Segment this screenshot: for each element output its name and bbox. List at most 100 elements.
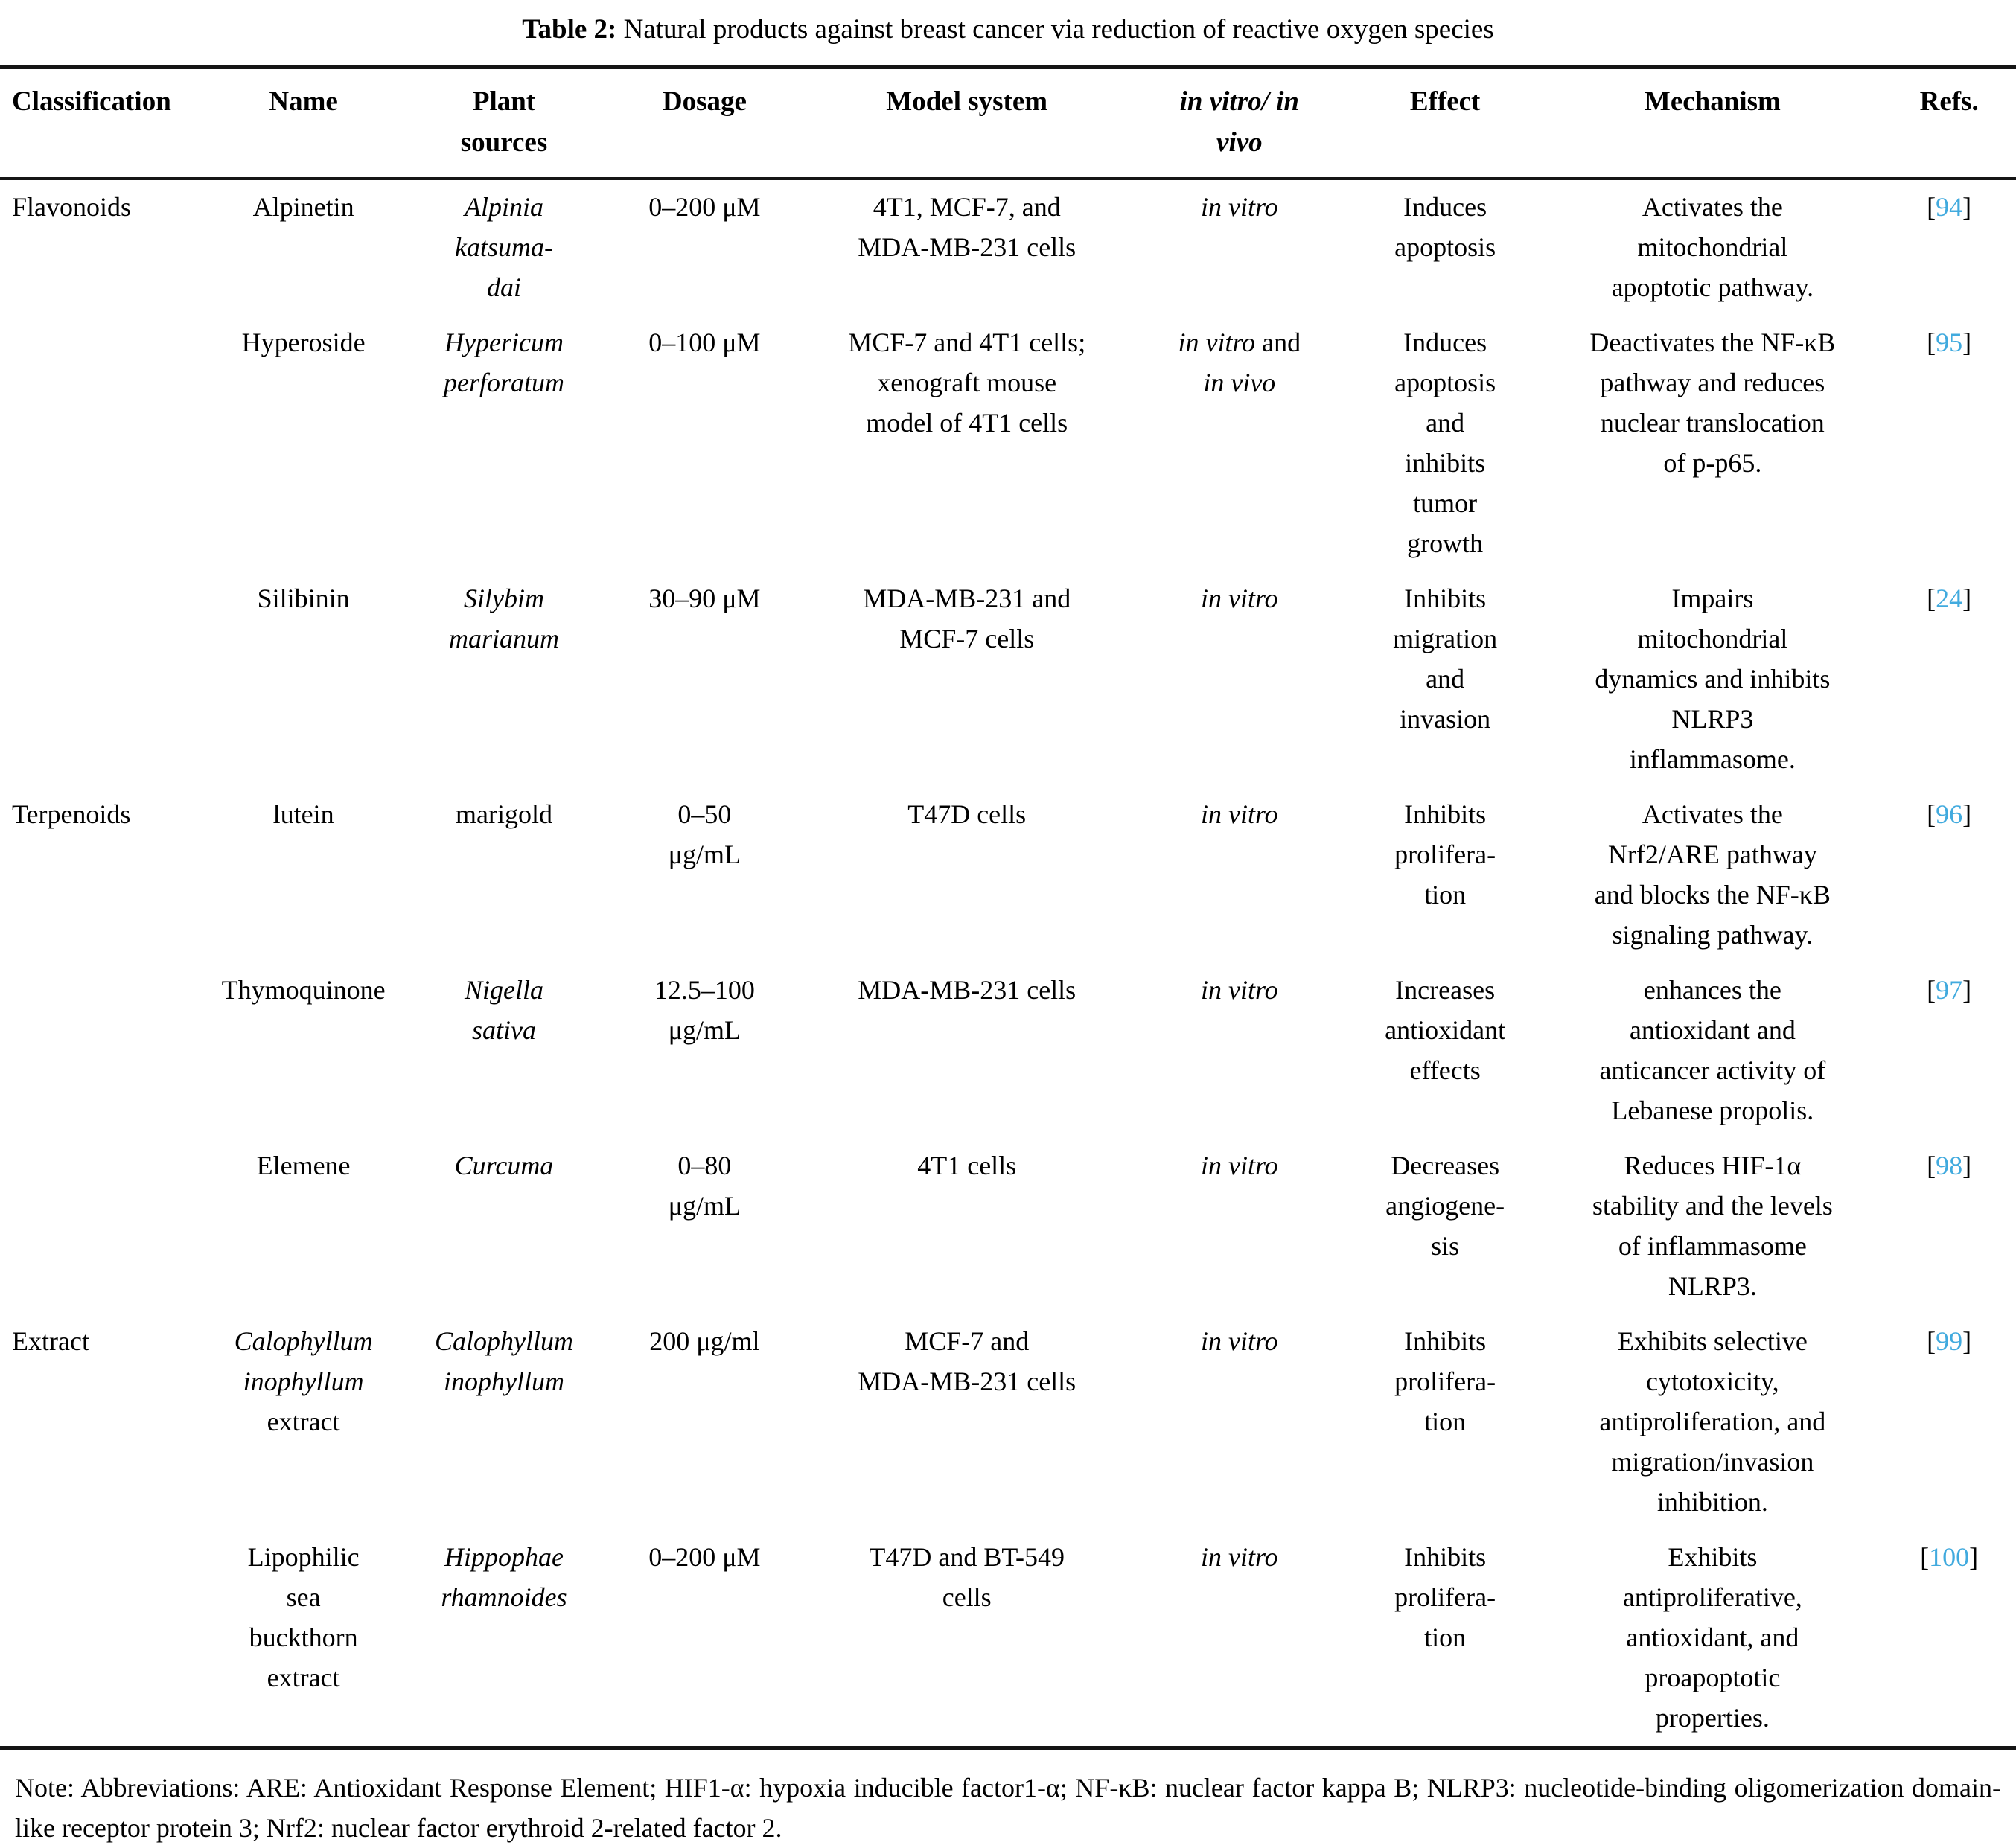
cell-in-vitro-vivo: in vitro	[1200, 974, 1278, 1005]
table-footnote: Note: Abbreviations: ARE: Antioxidant Re…	[15, 1772, 2001, 1843]
table-row: Terpenoids lutein marigold 0–50 μg/mL T4…	[0, 787, 2016, 963]
cell-model-system: MCF-7 and MDA-MB-231 cells	[858, 1326, 1076, 1396]
cell-model-system: MDA-MB-231 and MCF-7 cells	[863, 583, 1071, 653]
cell-classification	[0, 1139, 205, 1314]
cell-mechanism: Exhibits antiproliferative, antioxidant,…	[1622, 1541, 1802, 1733]
header-refs: Refs.	[1882, 67, 2016, 180]
ref-bracket: [	[1927, 1150, 1936, 1180]
cell-dosage: 0–80 μg/mL	[668, 1150, 741, 1221]
table-row: Extract Calophyllum inophyllum extract C…	[0, 1314, 2016, 1530]
cell-classification: Extract	[12, 1326, 89, 1356]
ref-bracket: [	[1927, 191, 1936, 222]
cell-dosage: 200 μg/ml	[649, 1326, 760, 1356]
ref-bracket: ]	[1969, 1541, 1979, 1572]
cell-mechanism: Activates the Nrf2/ARE pathway and block…	[1594, 799, 1831, 950]
cell-plant-sources: Hippophae rhamnoides	[441, 1541, 567, 1612]
header-row: Classification Name Plant sources Dosage…	[0, 67, 2016, 180]
caption-text: Natural products against breast cancer v…	[616, 14, 1494, 45]
ref-link[interactable]: 95	[1936, 327, 1963, 357]
cell-name: lutein	[272, 799, 334, 829]
cell-refs: [24]	[1882, 572, 2016, 787]
cell-classification	[0, 1530, 205, 1748]
ref-link[interactable]: 96	[1936, 799, 1963, 829]
cell-model-system: 4T1, MCF-7, and MDA-MB-231 cells	[858, 191, 1076, 262]
cell-plant-sources: Curcuma	[454, 1150, 554, 1180]
ref-bracket: [	[1927, 974, 1936, 1005]
cell-effect: Increases antioxidant effects	[1385, 974, 1506, 1085]
header-in-vitro-vivo: in vitro/ in vivo	[1131, 67, 1347, 180]
cell-dosage: 0–200 μM	[648, 1541, 761, 1572]
cell-dosage: 12.5–100 μg/mL	[654, 974, 755, 1045]
ref-bracket: ]	[1962, 327, 1972, 357]
ref-bracket: [	[1927, 327, 1936, 357]
cell-plant-sources: Alpinia katsuma- dai	[455, 191, 553, 302]
cell-dosage: 0–200 μM	[648, 191, 761, 222]
table-row: Elemene Curcuma 0–80 μg/mL 4T1 cells in …	[0, 1139, 2016, 1314]
cell-plant-sources: Nigella sativa	[464, 974, 543, 1045]
cell-effect: Inhibits migration and invasion	[1393, 583, 1498, 734]
cell-mechanism: Deactivates the NF-κB pathway and reduce…	[1589, 327, 1836, 478]
cell-plant-sources: marigold	[456, 799, 552, 829]
cell-name: Silibinin	[257, 583, 350, 613]
ref-bracket: ]	[1962, 1150, 1972, 1180]
ref-bracket: ]	[1962, 191, 1972, 222]
cell-dosage: 0–100 μM	[648, 327, 761, 357]
ref-link[interactable]: 94	[1936, 191, 1963, 222]
table-row: Lipophilic sea buckthorn extract Hippoph…	[0, 1530, 2016, 1748]
cell-effect: Induces apoptosis	[1394, 191, 1496, 262]
cell-name: Elemene	[256, 1150, 351, 1180]
header-name: Name	[205, 67, 401, 180]
cell-in-vitro-vivo: in vitro	[1200, 191, 1278, 222]
caption-label: Table 2:	[522, 14, 617, 45]
cell-model-system: T47D and BT-549 cells	[869, 1541, 1065, 1612]
cell-refs: [100]	[1882, 1530, 2016, 1748]
cell-mechanism: Exhibits selective cytotoxicity, antipro…	[1599, 1326, 1826, 1517]
cell-dosage: 0–50 μg/mL	[668, 799, 741, 869]
cell-in-vitro-vivo: in vitro	[1200, 799, 1278, 829]
cell-classification: Terpenoids	[12, 799, 131, 829]
cell-effect: Inhibits prolifera- tion	[1394, 1541, 1496, 1652]
cell-plant-sources: Silybim marianum	[448, 583, 559, 653]
ref-bracket: ]	[1962, 583, 1972, 613]
header-effect: Effect	[1347, 67, 1543, 180]
ref-bracket: [	[1920, 1541, 1930, 1572]
ref-bracket: ]	[1962, 974, 1972, 1005]
header-plant-sources: Plant sources	[401, 67, 607, 180]
cell-model-system: MCF-7 and 4T1 cells; xenograft mouse mod…	[848, 327, 1086, 438]
cell-name: Thymoquinone	[221, 974, 386, 1005]
cell-refs: [96]	[1882, 787, 2016, 963]
cell-in-vitro-vivo: in vitro	[1200, 583, 1278, 613]
table-caption: Table 2: Natural products against breast…	[0, 0, 2016, 65]
cell-plant-sources: Hypericum perforatum	[443, 327, 564, 397]
cell-classification	[0, 316, 205, 572]
ref-link[interactable]: 99	[1936, 1326, 1963, 1356]
cell-refs: [95]	[1882, 316, 2016, 572]
cell-name: Hyperoside	[241, 327, 366, 357]
header-dosage: Dosage	[607, 67, 803, 180]
cell-name: Calophyllum inophyllum extract	[205, 1314, 401, 1530]
cell-classification: Flavonoids	[12, 191, 132, 222]
table-row: Silibinin Silybim marianum 30–90 μM MDA-…	[0, 572, 2016, 787]
ref-link[interactable]: 97	[1936, 974, 1963, 1005]
ref-link[interactable]: 98	[1936, 1150, 1963, 1180]
cell-model-system: MDA-MB-231 cells	[858, 974, 1076, 1005]
ref-link[interactable]: 100	[1929, 1541, 1970, 1572]
name-italic-text: Calophyllum inophyllum	[234, 1326, 373, 1396]
cell-refs: [99]	[1882, 1314, 2016, 1530]
cell-effect: Induces apoptosis and inhibits tumor gro…	[1394, 327, 1496, 558]
ref-bracket: [	[1927, 583, 1936, 613]
header-model-system: Model system	[802, 67, 1132, 180]
cell-dosage: 30–90 μM	[648, 583, 761, 613]
table-row: Flavonoids Alpinetin Alpinia katsuma- da…	[0, 179, 2016, 316]
ref-bracket: ]	[1962, 799, 1972, 829]
cell-mechanism: Reduces HIF-1α stability and the levels …	[1592, 1150, 1833, 1301]
table-row: Hyperoside Hypericum perforatum 0–100 μM…	[0, 316, 2016, 572]
ref-link[interactable]: 24	[1936, 583, 1963, 613]
header-mechanism: Mechanism	[1543, 67, 1883, 180]
cell-classification	[0, 572, 205, 787]
cell-plant-sources: Calophyllum inophyllum	[434, 1326, 573, 1396]
name-roman-text: extract	[267, 1406, 340, 1436]
header-classification: Classification	[0, 67, 206, 180]
cell-refs: [97]	[1882, 963, 2016, 1139]
